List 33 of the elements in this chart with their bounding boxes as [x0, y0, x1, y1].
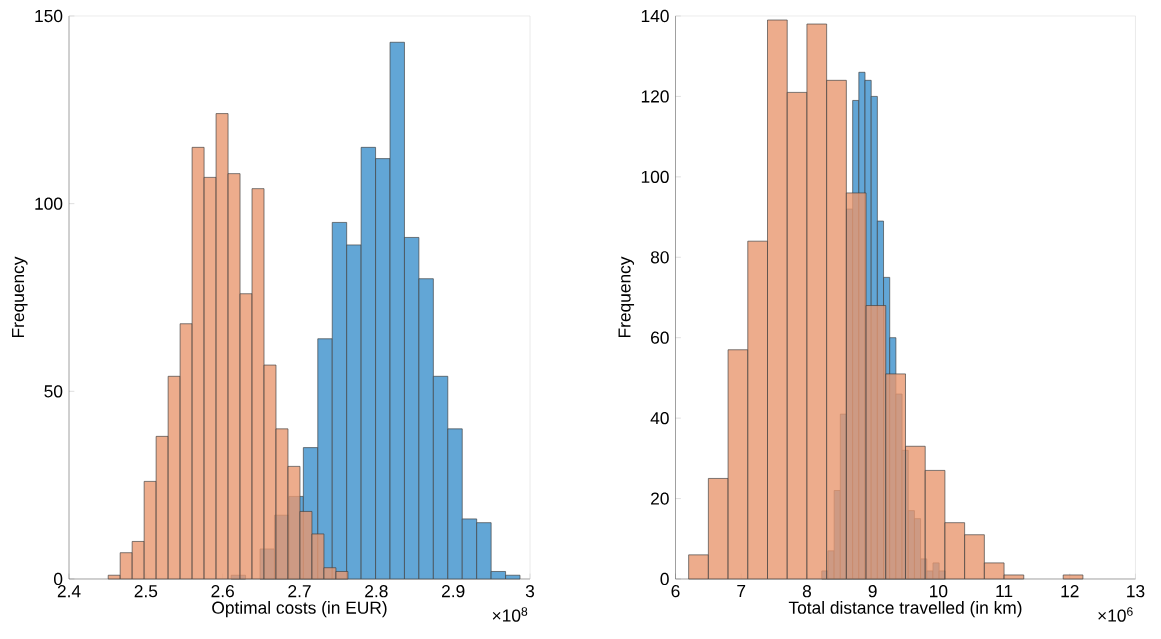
y-tick-label: 140 — [641, 9, 669, 23]
y-tick-label: 50 — [44, 385, 63, 398]
x-tick-label: 7 — [737, 585, 746, 597]
y-tick-label: 0 — [54, 572, 63, 586]
y-tick-label: 80 — [650, 251, 669, 264]
y-tick-label: 100 — [641, 170, 669, 183]
y-tick-label: 0 — [660, 572, 669, 586]
x-tick-label: 3 — [525, 585, 535, 598]
y-tick-label: 120 — [641, 90, 669, 103]
x-tick-label: 2.8 — [365, 585, 388, 598]
y-tick-label: 40 — [650, 411, 669, 425]
y-axis-title: Frequency — [618, 256, 635, 338]
text: ×10$^{8}$ — [492, 607, 528, 622]
x-axis-title: Total distance travelled (in km) — [788, 601, 1022, 618]
x-axis-title: Optimal costs (in EUR) — [212, 601, 387, 618]
x-tick-label: 2.6 — [211, 585, 234, 598]
x-tick-label: 2.5 — [134, 585, 158, 598]
x-tick-label: 2.7 — [288, 585, 311, 598]
y-tick-label: 100 — [35, 197, 63, 210]
x-tick-label: 13 — [1127, 585, 1145, 598]
x-tick-label: 6 — [671, 585, 680, 598]
x-tick-label: 10 — [930, 585, 948, 598]
x-tick-label: 2.4 — [57, 585, 81, 598]
text: ×10$^{6}$ — [1098, 607, 1133, 622]
x-tick-label: 2.9 — [442, 585, 465, 598]
y-tick-label: 20 — [651, 492, 669, 505]
x-tick-label: 11 — [996, 585, 1013, 597]
y-tick-label: 60 — [651, 331, 669, 344]
x-tick-label: 12 — [1061, 585, 1079, 598]
x-tick-label: 9 — [868, 585, 877, 598]
y-tick-label: 150 — [35, 9, 63, 23]
y-axis-title: Frequency — [12, 256, 28, 338]
x-tick-label: 8 — [802, 585, 811, 598]
